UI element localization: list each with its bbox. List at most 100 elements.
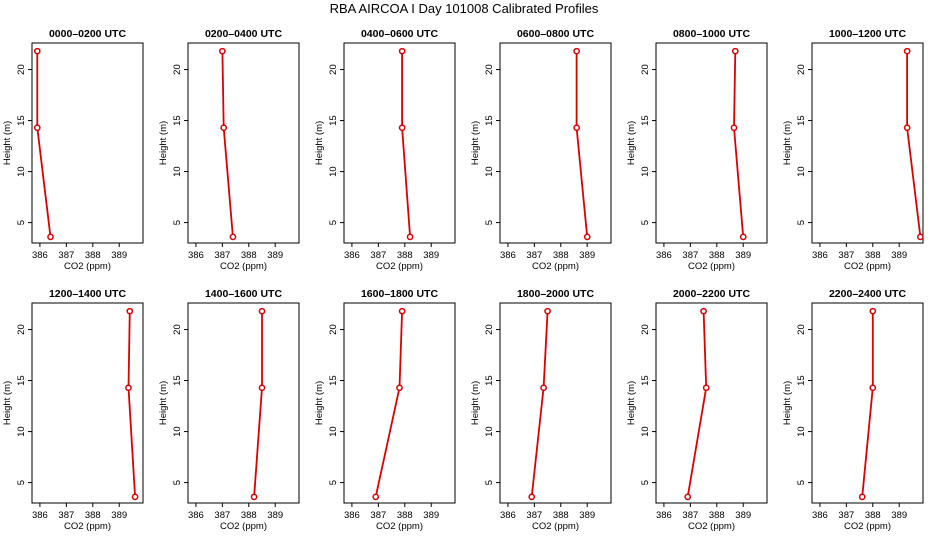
x-axis-label: CO2 (ppm) [220,261,267,272]
data-point [398,307,406,315]
y-tick-label: 10 [640,426,651,437]
panel-3: 0600–0800 UTC 386 387 388 389 5 10 15 20 CO2 (ppm… [470,28,612,272]
y-tick-label: 20 [484,64,495,75]
x-axis-label: CO2 (ppm) [688,521,735,532]
panel-title: 1200–1400 UTC [49,288,126,300]
x-tick-label: 387 [214,250,230,261]
y-tick-label: 15 [484,375,495,386]
panel-title: 1400–1600 UTC [205,288,282,300]
y-tick-label: 5 [484,220,495,225]
y-tick-label: 20 [16,64,27,75]
data-point [220,124,228,132]
data-point [702,384,710,392]
plot-frame [499,42,612,244]
x-tick-label: 389 [267,250,283,261]
profile-line [401,51,411,237]
data-point [730,124,738,132]
panel-title: 0200–0400 UTC [205,28,282,40]
x-tick-label: 387 [370,510,386,521]
x-tick-label: 388 [85,510,101,521]
x-tick-label: 389 [891,510,907,521]
x-tick-label: 386 [188,250,204,261]
x-tick-label: 386 [32,510,48,521]
x-tick-label: 388 [865,510,881,521]
y-tick-label: 20 [16,324,27,335]
y-tick-label: 5 [172,480,183,485]
y-tick-label: 15 [172,115,183,126]
x-tick-label: 389 [579,510,595,521]
profile-line [221,51,234,237]
y-axis-label: Height (m) [314,381,325,425]
x-tick-label: 388 [553,510,569,521]
x-tick-label: 386 [656,250,672,261]
y-tick-label: 10 [484,166,495,177]
data-point [903,124,911,132]
x-tick-label: 386 [344,250,360,261]
x-axis-label: CO2 (ppm) [220,521,267,532]
x-tick-label: 387 [526,250,542,261]
x-tick-label: 387 [526,510,542,521]
y-axis-label: Height (m) [782,121,793,165]
x-tick-label: 387 [214,510,230,521]
data-point [869,307,877,315]
x-tick-label: 389 [579,250,595,261]
panel-title: 1800–2000 UTC [517,288,594,300]
data-point [573,124,580,132]
profile-line [253,311,263,497]
x-axis-label: CO2 (ppm) [64,261,111,272]
data-point [33,47,41,55]
y-tick-label: 5 [484,480,495,485]
data-point [126,307,134,315]
plot-frame [31,42,144,244]
y-axis-label: Height (m) [626,121,637,165]
data-point [258,384,266,392]
y-tick-label: 20 [172,324,183,335]
plot-frame [187,302,300,504]
y-tick-label: 20 [172,64,183,75]
data-point [573,47,580,55]
panel-title: 1000–1200 UTC [829,28,906,40]
panel-title: 0000–0200 UTC [49,28,126,40]
plot-frame [655,42,768,244]
y-axis-label: Height (m) [314,121,325,165]
x-tick-label: 388 [241,250,257,261]
data-point [700,307,707,315]
data-point [903,47,911,55]
y-tick-label: 10 [328,426,339,437]
profile-line [575,51,589,237]
x-tick-label: 388 [241,510,257,521]
y-tick-label: 20 [640,64,651,75]
x-tick-label: 389 [111,510,127,521]
x-tick-label: 386 [812,250,828,261]
x-axis-label: CO2 (ppm) [532,261,579,272]
x-tick-label: 387 [838,250,854,261]
x-tick-label: 389 [735,250,751,261]
x-tick-label: 387 [58,510,74,521]
y-tick-label: 5 [796,220,807,225]
y-tick-label: 15 [16,375,27,386]
panel-0: 0000–0200 UTC 386 387 388 389 5 10 15 20 CO2 (ppm… [2,28,144,272]
y-tick-label: 10 [328,166,339,177]
y-tick-label: 15 [640,115,651,126]
data-point [544,307,551,315]
panel-4: 0800–1000 UTC 386 387 388 389 5 10 15 20 CO2 (ppm… [626,28,768,272]
y-tick-label: 10 [640,166,651,177]
x-tick-label: 386 [188,510,204,521]
x-tick-label: 389 [423,510,439,521]
y-tick-label: 10 [172,426,183,437]
x-tick-label: 386 [500,510,516,521]
y-tick-label: 10 [16,426,27,437]
x-tick-label: 389 [891,250,907,261]
data-point [406,233,414,241]
data-point [33,124,41,132]
x-tick-label: 388 [553,250,569,261]
y-axis-label: Height (m) [626,381,637,425]
x-axis-label: CO2 (ppm) [376,521,423,532]
panel-title: 1600–1800 UTC [361,288,438,300]
plot-frame [811,42,924,244]
panel-title: 0400–0600 UTC [361,28,438,40]
x-tick-label: 388 [709,510,725,521]
y-tick-label: 5 [16,220,27,225]
data-point [528,493,536,501]
y-tick-label: 20 [328,64,339,75]
